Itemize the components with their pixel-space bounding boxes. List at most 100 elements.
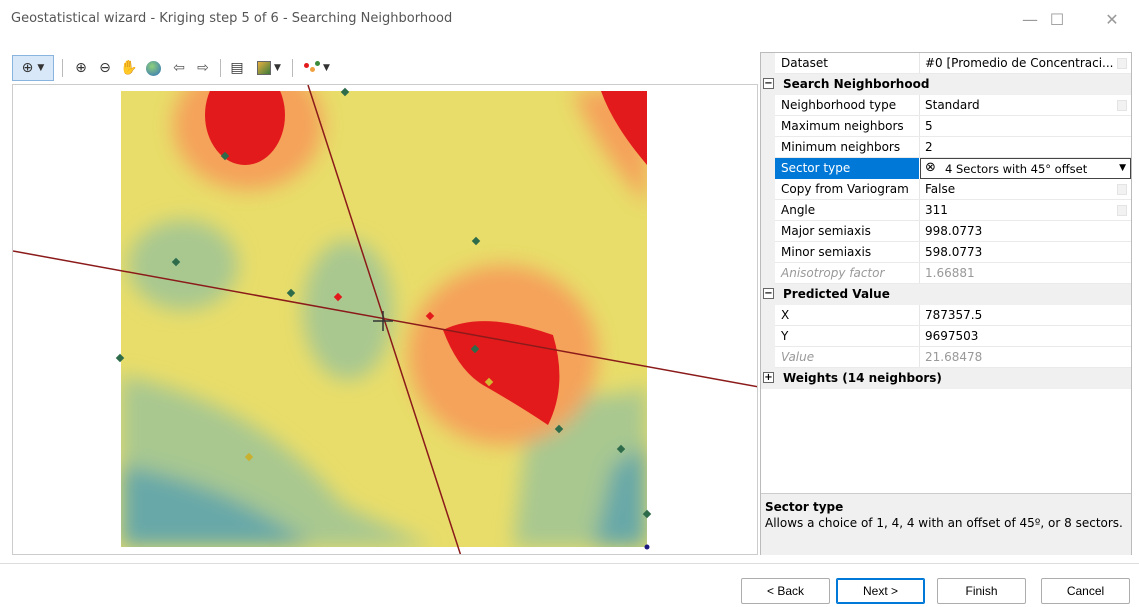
expand-icon[interactable]: +	[763, 372, 774, 383]
toolbar-separator	[292, 59, 293, 77]
sector-type-dropdown[interactable]: ⊗ 4 Sectors with 45° offset ▼	[920, 158, 1131, 179]
zoom-in-button[interactable]: ⊕	[70, 55, 92, 81]
sample-point	[616, 444, 626, 454]
y-value[interactable]: 9697503	[925, 329, 979, 343]
maximize-button[interactable]: ☐	[1049, 10, 1065, 29]
row-major-semiaxis[interactable]: Major semiaxis 998.0773	[761, 221, 1131, 242]
sample-point	[470, 344, 480, 354]
forward-arrow-icon: ⇨	[197, 60, 209, 76]
major-semiaxis-value[interactable]: 998.0773	[925, 224, 983, 238]
chevron-down-icon[interactable]: ▼	[1119, 163, 1126, 173]
cancel-button[interactable]: Cancel	[1041, 578, 1130, 604]
pan-button[interactable]: ✋	[118, 55, 140, 81]
property-label: Sector type	[781, 161, 851, 175]
zoom-out-icon: ⊖	[99, 60, 111, 76]
major-axis-line	[13, 250, 757, 388]
description-title: Sector type	[765, 500, 844, 514]
neighborhood-type-value[interactable]: Standard	[925, 98, 980, 112]
sample-points	[115, 87, 652, 550]
dataset-value[interactable]: #0 [Promedio de Concentraci...	[925, 56, 1114, 70]
back-arrow-icon: ⇦	[173, 60, 185, 76]
ellipsis-button[interactable]	[1117, 58, 1127, 69]
layer-button[interactable]: ▼	[252, 55, 286, 81]
row-anisotropy-factor: Anisotropy factor 1.66881	[761, 263, 1131, 284]
section-title: Predicted Value	[783, 287, 890, 301]
ellipsis-button[interactable]	[1117, 100, 1127, 111]
ellipsis-button[interactable]	[1117, 205, 1127, 216]
property-label: Maximum neighbors	[781, 119, 904, 133]
next-extent-button[interactable]: ⇨	[192, 55, 214, 81]
table-button[interactable]: ▤	[226, 55, 248, 81]
collapse-icon[interactable]: −	[763, 288, 774, 299]
copy-from-variogram-value[interactable]: False	[925, 182, 956, 196]
row-maximum-neighbors[interactable]: Maximum neighbors 5	[761, 116, 1131, 137]
anisotropy-factor-value: 1.66881	[925, 266, 975, 280]
section-weights[interactable]: + Weights (14 neighbors)	[761, 368, 1131, 389]
globe-icon	[145, 60, 161, 76]
sample-point	[115, 353, 125, 363]
footer-divider	[0, 563, 1139, 564]
map-toolbar: ⊕ ▼ ⊕ ⊖ ✋ ⇦ ⇨ ▤ ▼ ▼	[12, 55, 752, 83]
property-grid: Dataset #0 [Promedio de Concentraci... −…	[760, 52, 1132, 555]
table-icon: ▤	[230, 60, 244, 76]
next-button[interactable]: Next >	[836, 578, 925, 604]
pan-icon: ✋	[120, 60, 138, 76]
row-minor-semiaxis[interactable]: Minor semiaxis 598.0773	[761, 242, 1131, 263]
sample-point	[244, 452, 254, 462]
sector-icon: ⊗	[925, 160, 936, 175]
chevron-down-icon: ▼	[37, 63, 45, 73]
maximum-neighbors-value[interactable]: 5	[925, 119, 933, 133]
symbology-button[interactable]: ▼	[300, 55, 334, 81]
minor-semiaxis-value[interactable]: 598.0773	[925, 245, 983, 259]
row-dataset[interactable]: Dataset #0 [Promedio de Concentraci...	[761, 53, 1131, 74]
symbology-icon	[304, 61, 321, 75]
section-predicted-value[interactable]: − Predicted Value	[761, 284, 1131, 305]
title-bar: Geostatistical wizard - Kriging step 5 o…	[0, 0, 1139, 40]
sample-point	[484, 377, 494, 387]
description-text: Allows a choice of 1, 4, 4 with an offse…	[765, 516, 1123, 530]
property-label: Angle	[781, 203, 816, 217]
collapse-icon[interactable]: −	[763, 78, 774, 89]
property-label: Minimum neighbors	[781, 140, 901, 154]
previous-extent-button[interactable]: ⇦	[168, 55, 190, 81]
zoom-out-button[interactable]: ⊖	[94, 55, 116, 81]
close-button[interactable]: ✕	[1105, 10, 1119, 29]
row-copy-from-variogram[interactable]: Copy from Variogram False	[761, 179, 1131, 200]
predicted-value: 21.68478	[925, 350, 983, 364]
sample-point	[220, 151, 230, 161]
sample-point	[471, 236, 481, 246]
full-extent-button[interactable]	[142, 55, 164, 81]
property-label: Anisotropy factor	[781, 266, 885, 280]
prediction-crosshair	[373, 311, 393, 331]
row-minimum-neighbors[interactable]: Minimum neighbors 2	[761, 137, 1131, 158]
property-label: Y	[781, 329, 789, 343]
select-tool-button[interactable]: ⊕ ▼	[12, 55, 54, 81]
row-value: Value 21.68478	[761, 347, 1131, 368]
row-sector-type[interactable]: Sector type ⊗ 4 Sectors with 45° offset …	[761, 158, 1131, 179]
row-x[interactable]: X 787357.5	[761, 305, 1131, 326]
finish-button[interactable]: Finish	[937, 578, 1026, 604]
row-y[interactable]: Y 9697503	[761, 326, 1131, 347]
map-canvas[interactable]	[13, 85, 758, 555]
sample-point	[644, 544, 650, 550]
property-label: Value	[781, 350, 815, 364]
map-view[interactable]	[12, 84, 758, 555]
minimum-neighbors-value[interactable]: 2	[925, 140, 933, 154]
sample-point	[333, 292, 343, 302]
section-search-neighborhood[interactable]: − Search Neighborhood	[761, 74, 1131, 95]
x-value[interactable]: 787357.5	[925, 308, 983, 322]
section-title: Weights (14 neighbors)	[783, 371, 942, 385]
zoom-in-icon: ⊕	[75, 60, 87, 76]
angle-value[interactable]: 311	[925, 203, 948, 217]
back-button[interactable]: < Back	[741, 578, 830, 604]
sample-point	[171, 257, 181, 267]
ellipsis-button[interactable]	[1117, 184, 1127, 195]
row-neighborhood-type[interactable]: Neighborhood type Standard	[761, 95, 1131, 116]
property-label: X	[781, 308, 790, 322]
toolbar-separator	[220, 59, 221, 77]
minimize-button[interactable]: —	[1022, 10, 1038, 29]
sample-point	[554, 424, 564, 434]
layer-icon	[257, 61, 272, 75]
sample-point	[286, 288, 296, 298]
row-angle[interactable]: Angle 311	[761, 200, 1131, 221]
